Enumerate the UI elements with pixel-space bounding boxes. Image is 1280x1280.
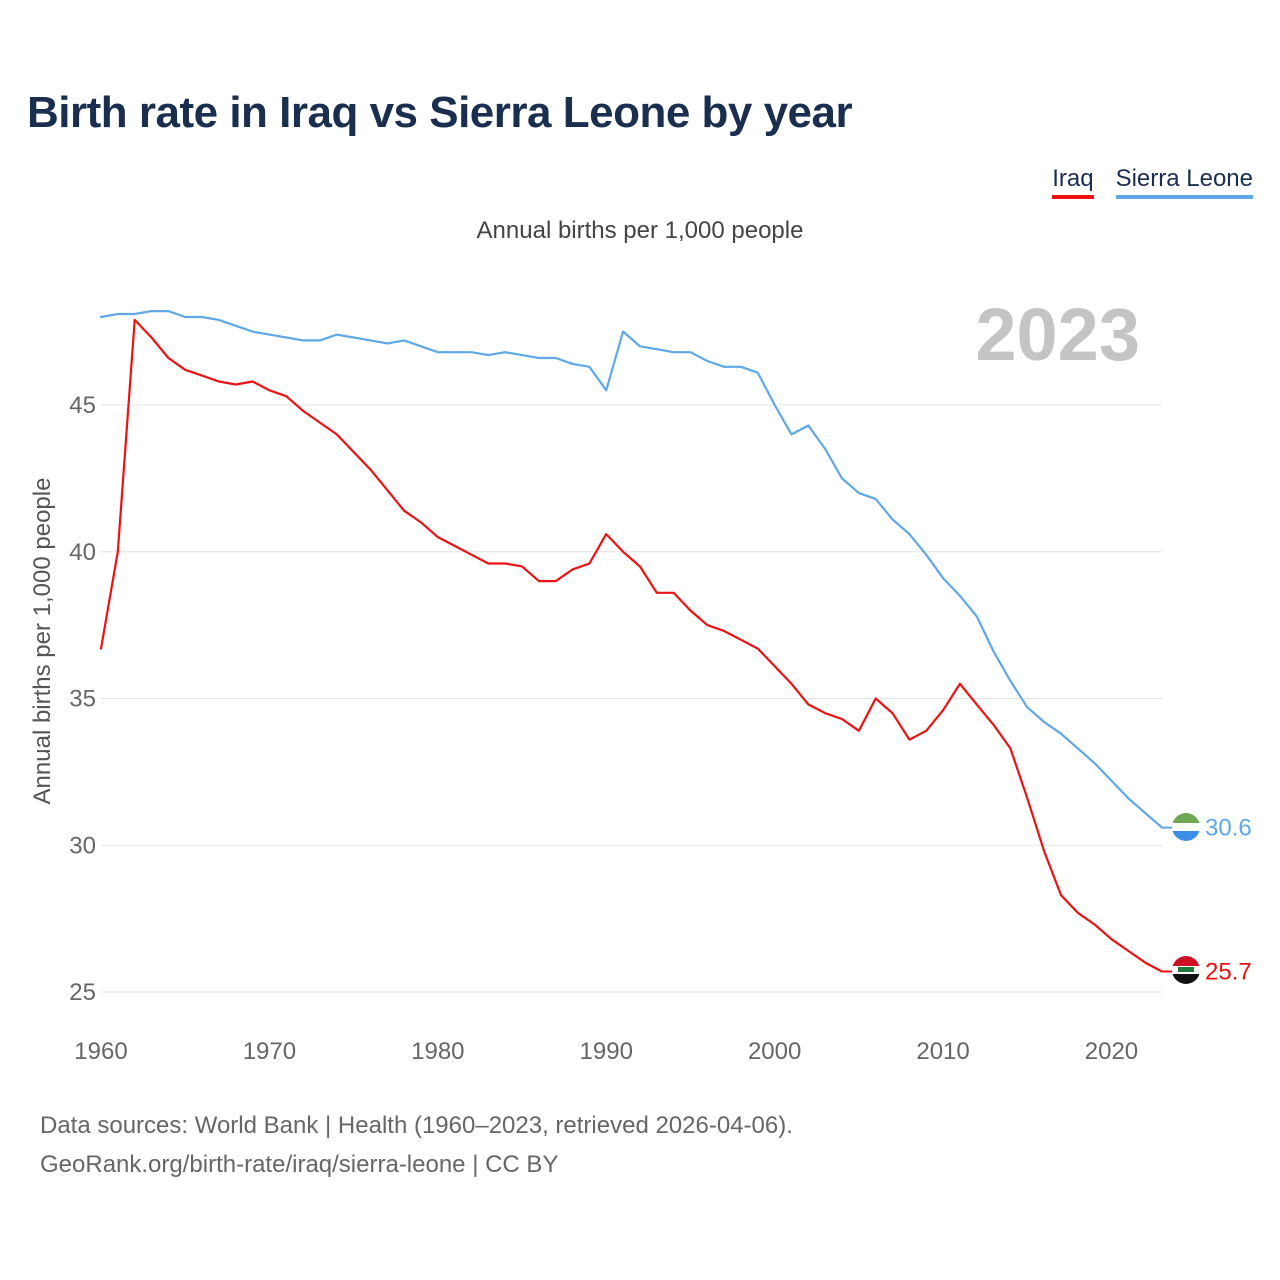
y-tick-label-35: 35 [69, 686, 96, 713]
x-tick-label-2010: 2010 [916, 1038, 969, 1065]
x-tick-label-2000: 2000 [748, 1038, 801, 1065]
iraq-flag-icon [1172, 956, 1200, 984]
legend-item-sierra-leone[interactable]: Sierra Leone [1115, 165, 1253, 199]
y-axis-title: Annual births per 1,000 people [29, 478, 56, 805]
end-value-label-iraq: 25.7 [1205, 958, 1252, 985]
source-note: Data sources: World Bank | Health (1960–… [40, 1106, 793, 1184]
year-display: 2023 [975, 293, 1140, 376]
y-tick-label-25: 25 [69, 979, 96, 1006]
series-line-iraq[interactable] [99, 318, 1164, 973]
source-line-2: GeoRank.org/birth-rate/iraq/sierra-leone… [40, 1151, 559, 1178]
legend: Iraq Sierra Leone [1052, 165, 1253, 199]
y-tick-label-30: 30 [69, 832, 96, 859]
legend-item-iraq[interactable]: Iraq [1052, 165, 1094, 199]
series-line-sierra-leone[interactable] [99, 310, 1164, 829]
x-tick-label-2020: 2020 [1085, 1038, 1138, 1065]
x-tick-label-1980: 1980 [411, 1038, 464, 1065]
x-tick-label-1990: 1990 [580, 1038, 633, 1065]
sierra-leone-flag-icon [1172, 813, 1200, 841]
x-tick-label-1960: 1960 [74, 1038, 127, 1065]
source-line-1: Data sources: World Bank | Health (1960–… [40, 1112, 793, 1139]
end-value-label-sierra-leone: 30.6 [1205, 815, 1252, 842]
x-tick-label-1970: 1970 [243, 1038, 296, 1065]
y-tick-label-45: 45 [69, 392, 96, 419]
chart-subtitle: Annual births per 1,000 people [476, 217, 804, 244]
chart-title: Birth rate in Iraq vs Sierra Leone by ye… [27, 88, 853, 137]
y-tick-label-40: 40 [69, 539, 96, 566]
